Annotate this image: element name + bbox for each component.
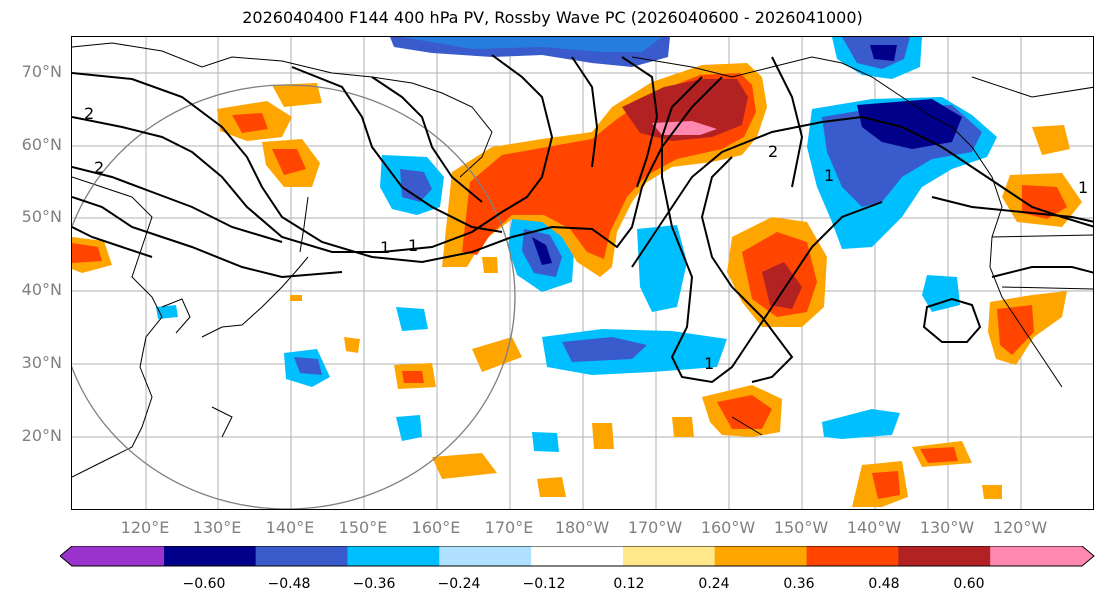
contour-label: 2 <box>84 104 94 123</box>
lon-label-150e: 150°E <box>338 518 388 537</box>
contour-label: 1 <box>408 236 418 255</box>
contour-label: 2 <box>94 158 104 177</box>
lat-label-40n: 40°N <box>21 280 62 299</box>
colorbar-segment <box>60 546 164 566</box>
lon-label-170e: 170°E <box>484 518 534 537</box>
lat-label-70n: 70°N <box>21 62 62 81</box>
colorbar-segment <box>898 546 991 566</box>
colorbar-segment <box>622 546 716 566</box>
lon-label-140w: 140°W <box>846 518 902 537</box>
lon-label-160w: 160°W <box>700 518 756 537</box>
lon-label-130w: 130°W <box>919 518 975 537</box>
lon-label-150w: 150°W <box>773 518 829 537</box>
colorbar-tick: −0.36 <box>352 576 396 592</box>
colorbar-segment <box>531 546 624 566</box>
lon-label-120w: 120°W <box>992 518 1048 537</box>
map-panel: 2 2 1 1 2 1 1 1 <box>71 36 1094 510</box>
colorbar-tick: −0.12 <box>522 576 566 592</box>
lon-label-120e: 120°E <box>120 518 170 537</box>
map-title: 2026040400 F144 400 hPa PV, Rossby Wave … <box>242 8 863 27</box>
colorbar-tick: 0.60 <box>953 576 985 592</box>
colorbar <box>60 546 1095 567</box>
contour-label: 2 <box>768 142 778 161</box>
contour-label: 1 <box>380 238 390 257</box>
rossby-contours <box>72 54 1093 384</box>
lat-label-20n: 20°N <box>21 426 62 445</box>
colorbar-tick: 0.48 <box>868 576 900 592</box>
colorbar-segment <box>439 546 532 566</box>
lat-label-30n: 30°N <box>21 353 62 372</box>
contour-label: 1 <box>1078 178 1088 197</box>
lon-label-140e: 140°E <box>265 518 315 537</box>
coastlines <box>72 42 1093 478</box>
lon-label-170w: 170°W <box>627 518 683 537</box>
pv-map-svg: 2 2 1 1 2 1 1 1 <box>72 37 1093 509</box>
colorbar-tick: 0.24 <box>698 576 730 592</box>
colorbar-segment <box>990 546 1094 566</box>
colorbar-segment <box>806 546 899 566</box>
contour-label: 1 <box>824 166 834 185</box>
lat-label-60n: 60°N <box>21 135 62 154</box>
great-circle <box>72 84 516 509</box>
colorbar-tick: 0.36 <box>783 576 815 592</box>
colorbar-segments <box>60 546 1094 566</box>
contour-label: 1 <box>704 354 714 373</box>
lon-label-160e: 160°E <box>411 518 461 537</box>
colorbar-segment <box>347 546 440 566</box>
colorbar-segment <box>255 546 348 566</box>
lat-label-50n: 50°N <box>21 207 62 226</box>
colorbar-tick: −0.60 <box>182 576 226 592</box>
colorbar-tick: −0.24 <box>437 576 481 592</box>
lon-label-130e: 130°E <box>192 518 242 537</box>
colorbar-tick: −0.48 <box>267 576 311 592</box>
colorbar-segment <box>714 546 808 566</box>
lon-label-180w: 180°W <box>554 518 610 537</box>
colorbar-tick: 0.12 <box>613 576 645 592</box>
colorbar-segment <box>163 546 257 566</box>
